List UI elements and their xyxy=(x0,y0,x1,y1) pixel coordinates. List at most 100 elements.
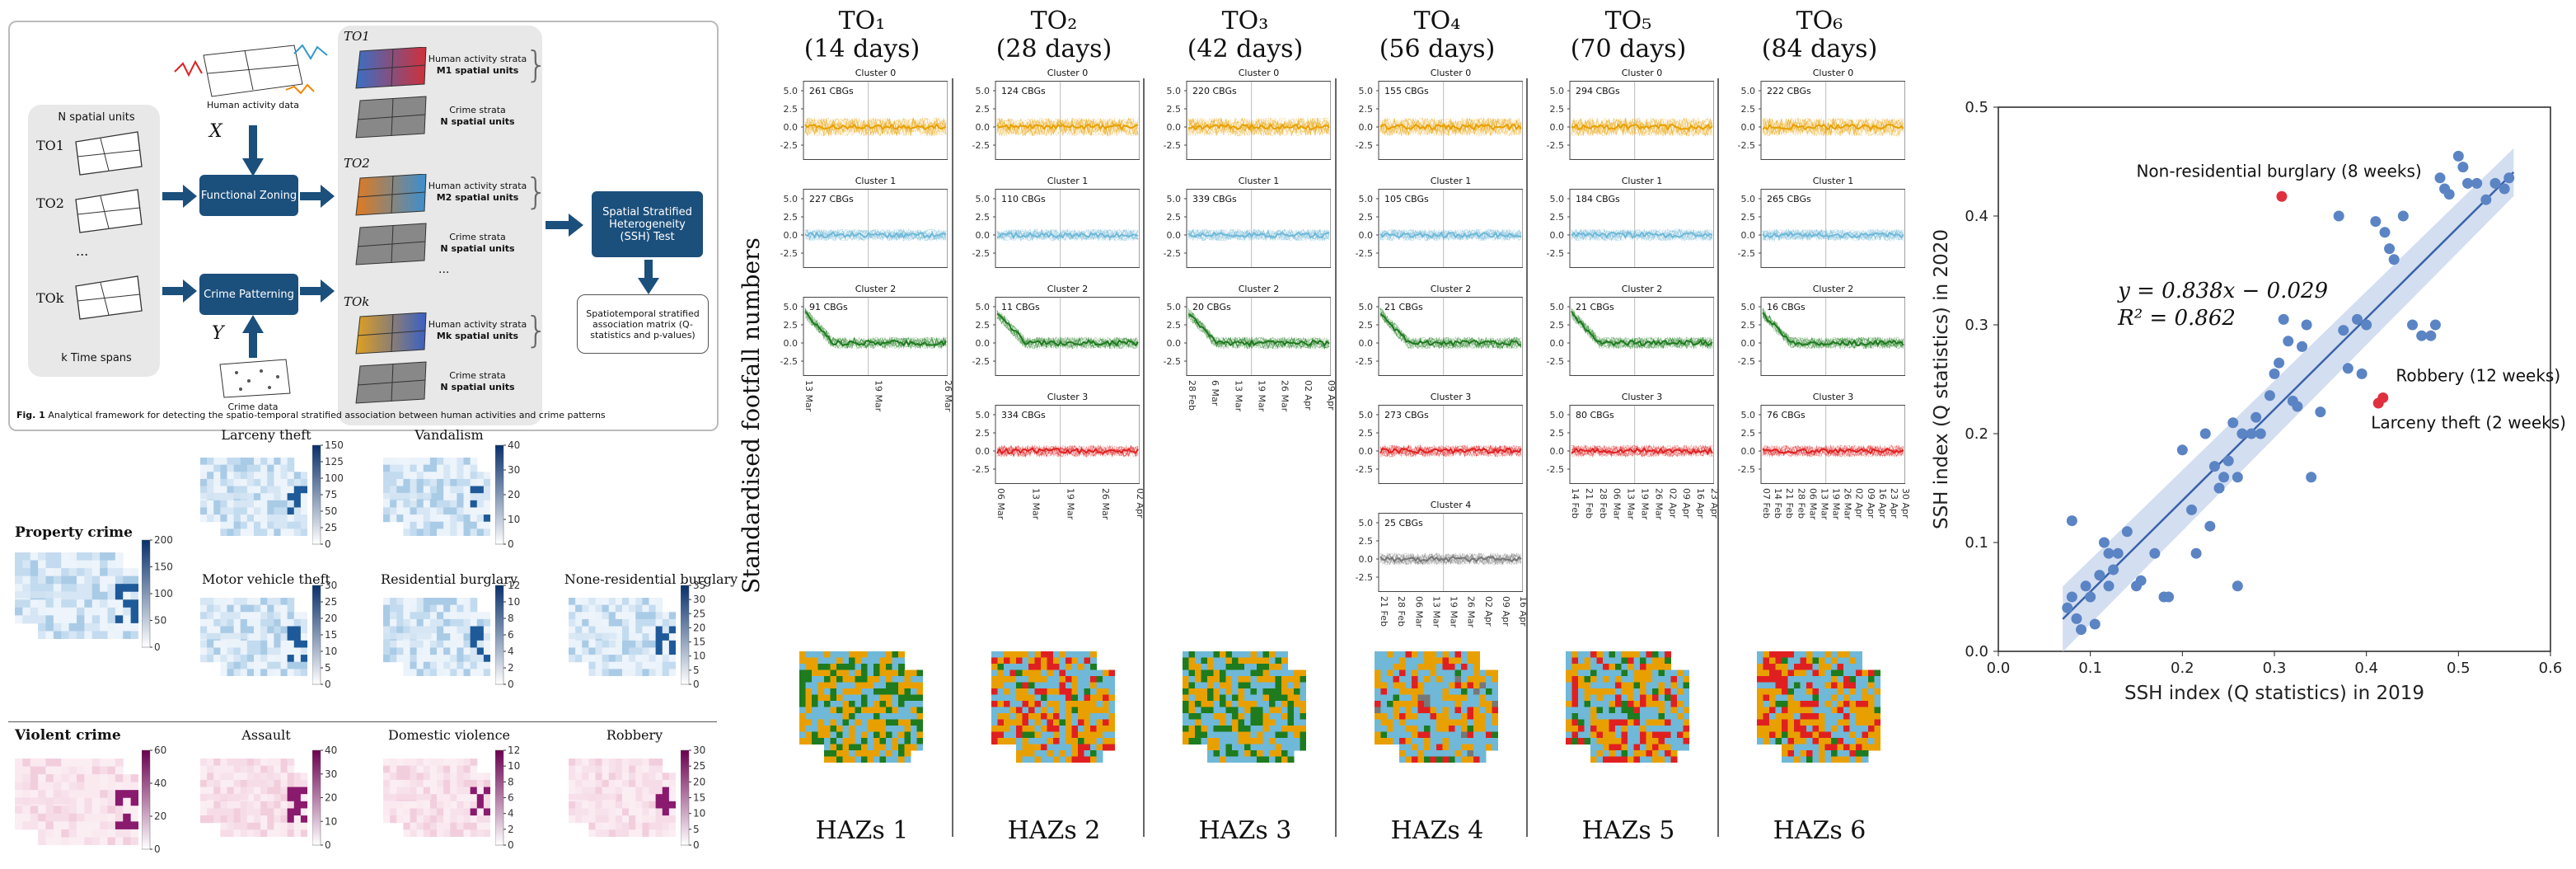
arrow-down-icon xyxy=(242,125,264,176)
svg-text:-2.5: -2.5 xyxy=(1356,356,1373,367)
svg-text:2.5: 2.5 xyxy=(1741,212,1756,223)
cluster-label: Cluster 1 xyxy=(1812,176,1854,186)
svg-text:-2.5: -2.5 xyxy=(1738,464,1755,475)
svg-text:5.0: 5.0 xyxy=(1359,302,1374,312)
cluster-label: Cluster 1 xyxy=(1238,176,1280,186)
y-tick-label: 0.0 xyxy=(1965,643,1988,660)
svg-text:200: 200 xyxy=(154,536,173,546)
svg-text:-2.5: -2.5 xyxy=(1547,248,1564,259)
scatter-point xyxy=(2416,330,2428,341)
haz-label: HAZs 4 xyxy=(1390,816,1484,845)
svg-text:2.5: 2.5 xyxy=(1167,212,1182,223)
svg-text:80 CBGs: 80 CBGs xyxy=(1576,410,1614,420)
crime-map-title: None-residential burglary xyxy=(564,571,738,587)
svg-text:0.0: 0.0 xyxy=(1359,230,1374,241)
svg-text:-2.5: -2.5 xyxy=(972,464,990,475)
svg-text:5.0: 5.0 xyxy=(1741,86,1756,96)
svg-text:13 Mar: 13 Mar xyxy=(1819,488,1829,520)
svg-text:26 Mar: 26 Mar xyxy=(943,380,952,412)
cluster-panel: 5.0 2.5 0.0 -2.5 220 CBGs xyxy=(1164,81,1331,160)
violent-crime-map xyxy=(15,759,138,845)
scatter-point xyxy=(2480,194,2492,205)
scatter-point xyxy=(2397,210,2409,222)
svg-text:30 Apr: 30 Apr xyxy=(1900,488,1909,519)
human-data-label: Human activity data xyxy=(207,100,299,110)
scatter-point xyxy=(2352,313,2363,325)
strata-maps xyxy=(355,174,427,265)
svg-text:5.0: 5.0 xyxy=(784,194,799,204)
svg-text:12: 12 xyxy=(508,581,520,591)
strata-cr-label: Crime strata xyxy=(449,370,506,381)
svg-text:21 CBGs: 21 CBGs xyxy=(1576,302,1614,312)
human-activity-illustration xyxy=(174,44,328,97)
svg-text:02 Apr: 02 Apr xyxy=(1483,596,1494,627)
svg-text:-2.5: -2.5 xyxy=(1738,356,1755,367)
svg-text:0: 0 xyxy=(508,538,514,548)
scatter-point xyxy=(2085,591,2096,603)
svg-text:150: 150 xyxy=(325,441,344,451)
cluster-label: Cluster 2 xyxy=(855,284,897,294)
svg-text:20: 20 xyxy=(325,792,337,804)
svg-text:0.0: 0.0 xyxy=(1741,446,1756,457)
svg-text:13 Mar: 13 Mar xyxy=(1626,488,1637,520)
svg-text:0.0: 0.0 xyxy=(784,338,799,349)
cluster-panel: 5.0 2.5 0.0 -2.5 20 CBGs xyxy=(1164,297,1331,376)
svg-text:2.5: 2.5 xyxy=(784,212,799,223)
violent-crime-label: Violent crime xyxy=(15,727,121,744)
crime-map-title: Motor vehicle theft xyxy=(202,571,330,587)
svg-text:4: 4 xyxy=(508,646,514,657)
strata-cr-units: N spatial units xyxy=(440,382,515,392)
svg-text:40: 40 xyxy=(508,441,520,451)
svg-text:13 Mar: 13 Mar xyxy=(1233,380,1244,412)
svg-text:100: 100 xyxy=(154,588,173,599)
violent-colorbar-0: 40 30 20 10 0 xyxy=(312,746,337,849)
svg-text:8: 8 xyxy=(508,613,514,624)
crime-map-title: Residential burglary xyxy=(381,571,518,587)
crime-map-2 xyxy=(200,598,307,676)
svg-text:2: 2 xyxy=(508,662,514,674)
cluster-label: Cluster 0 xyxy=(1238,68,1280,78)
cluster-label: Cluster 0 xyxy=(855,68,897,78)
svg-text:5.0: 5.0 xyxy=(1741,410,1756,420)
highlight-label: Larceny theft (2 weeks) xyxy=(2371,412,2566,432)
svg-text:5.0: 5.0 xyxy=(784,302,799,312)
svg-text:06 Mar: 06 Mar xyxy=(995,488,1006,520)
svg-text:75: 75 xyxy=(325,489,337,500)
svg-text:0.0: 0.0 xyxy=(1167,338,1182,349)
scatter-point xyxy=(2471,177,2483,189)
svg-text:20: 20 xyxy=(693,776,705,787)
svg-text:124 CBGs: 124 CBGs xyxy=(1001,86,1046,96)
crime-divider xyxy=(8,721,717,722)
svg-text:50: 50 xyxy=(154,615,166,627)
cluster-label: Cluster 0 xyxy=(1430,68,1472,78)
scatter-point xyxy=(2283,336,2294,347)
scatter-point xyxy=(2384,243,2396,255)
scatter-point xyxy=(2199,428,2211,439)
y-tick-label: 0.4 xyxy=(1965,208,1988,225)
scatter-point xyxy=(2434,172,2446,184)
crime-colorbar-3: 12 10 8 6 4 2 0 xyxy=(495,581,520,688)
cluster-label: Cluster 2 xyxy=(1238,284,1280,294)
cluster-panel: 5.0 2.5 0.0 -2.5 265 CBGs xyxy=(1738,189,1905,268)
crime-data-label: Crime data xyxy=(227,402,279,412)
svg-text:21 CBGs: 21 CBGs xyxy=(1384,302,1423,312)
svg-text:2.5: 2.5 xyxy=(976,104,991,115)
scatter-point xyxy=(2297,341,2307,352)
svg-text:16 Apr: 16 Apr xyxy=(1877,488,1888,519)
haz-label: HAZs 1 xyxy=(815,816,909,845)
figure-caption: Fig. 1 Analytical framework for detectin… xyxy=(16,410,709,420)
x-tick-label: 0.1 xyxy=(2078,660,2102,677)
svg-text:0.0: 0.0 xyxy=(1359,122,1374,133)
svg-text:2.5: 2.5 xyxy=(1359,104,1374,115)
strata-cr-units: N spatial units xyxy=(440,243,515,254)
svg-text:-2.5: -2.5 xyxy=(1738,140,1755,151)
scatter-point xyxy=(2176,444,2188,456)
svg-text:265 CBGs: 265 CBGs xyxy=(1767,194,1811,204)
scatter-point xyxy=(2236,428,2248,439)
scatter-point xyxy=(2264,390,2275,402)
scatter-point xyxy=(2388,254,2400,265)
svg-text:184 CBGs: 184 CBGs xyxy=(1576,194,1620,204)
svg-text:-2.5: -2.5 xyxy=(1738,248,1755,259)
cluster-panel: 5.0 2.5 0.0 -2.5 334 CBGs xyxy=(972,405,1140,484)
svg-text:5.0: 5.0 xyxy=(976,86,991,96)
